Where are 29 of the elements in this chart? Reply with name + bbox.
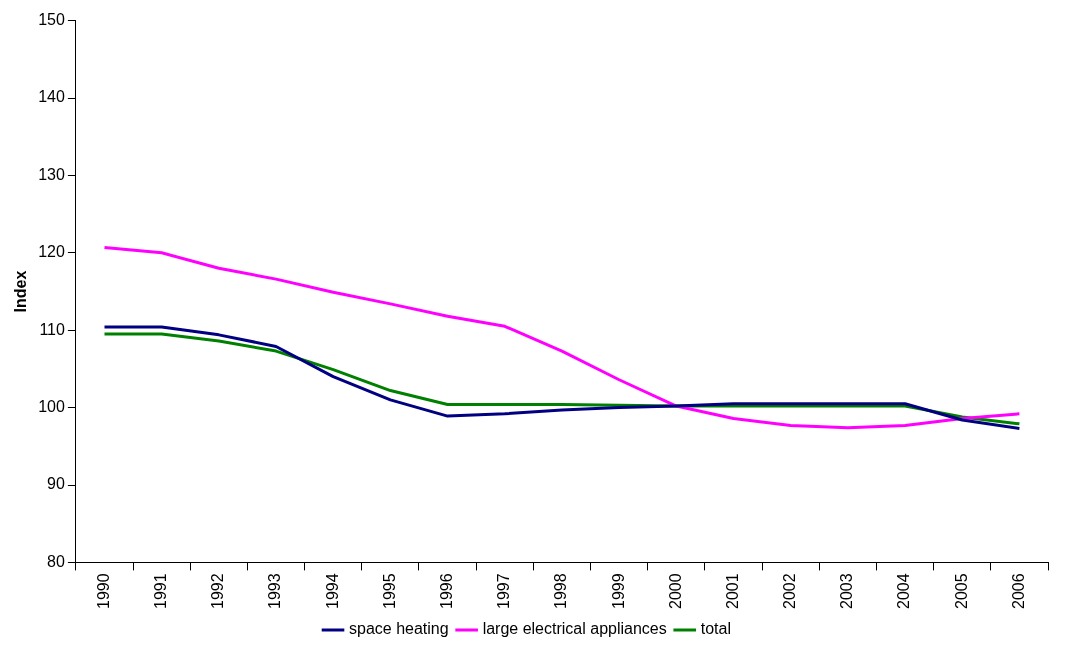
x-tick-label: 1992: [209, 573, 227, 609]
y-tick-label: 150: [38, 11, 65, 29]
y-axis-title: Index: [12, 270, 30, 313]
y-tick-label: 100: [38, 398, 65, 416]
x-tick-label: 1991: [152, 573, 170, 609]
y-tick-label: 110: [39, 320, 65, 338]
x-tick-label: 2001: [723, 573, 741, 609]
x-tick-label: 1993: [266, 573, 284, 609]
y-tick-label: 120: [38, 243, 65, 261]
y-tick-label: 130: [38, 165, 65, 183]
x-tick-label: 2004: [895, 573, 913, 609]
y-tick-label: 140: [38, 88, 65, 106]
x-tick-label: 2002: [781, 573, 799, 609]
legend-label: large electrical appliances: [482, 620, 667, 638]
x-tick-label: 1998: [552, 573, 570, 609]
y-tick-label: 90: [47, 475, 65, 493]
x-tick-label: 2005: [952, 573, 970, 609]
x-tick-label: 1994: [323, 573, 341, 609]
y-tick-label: 80: [47, 552, 65, 570]
x-tick-label: 1996: [437, 573, 455, 609]
legend-label: total: [700, 620, 731, 638]
x-tick-label: 1997: [495, 573, 513, 609]
legend-label: space heating: [349, 620, 449, 638]
x-tick-label: 1999: [609, 573, 627, 609]
x-tick-label: 2003: [838, 573, 856, 609]
x-tick-label: 1990: [94, 573, 112, 609]
x-tick-label: 2006: [1009, 573, 1027, 609]
x-tick-label: 2000: [666, 573, 684, 609]
x-tick-label: 1995: [380, 573, 398, 609]
